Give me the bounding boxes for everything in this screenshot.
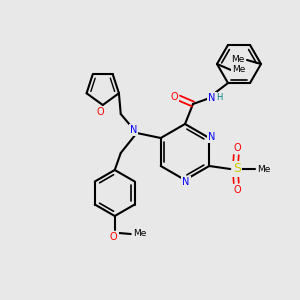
Text: N: N (208, 93, 216, 103)
Text: N: N (208, 132, 215, 142)
Text: S: S (233, 163, 241, 176)
Text: O: O (97, 107, 105, 117)
Text: N: N (130, 125, 137, 135)
Text: Me: Me (231, 56, 245, 64)
Text: O: O (233, 185, 241, 195)
Text: H: H (216, 94, 222, 103)
Text: O: O (110, 232, 118, 242)
Text: Me: Me (232, 65, 246, 74)
Text: O: O (170, 92, 178, 102)
Text: N: N (182, 177, 190, 187)
Text: Me: Me (258, 164, 271, 173)
Text: O: O (233, 143, 241, 153)
Text: Me: Me (133, 230, 146, 238)
